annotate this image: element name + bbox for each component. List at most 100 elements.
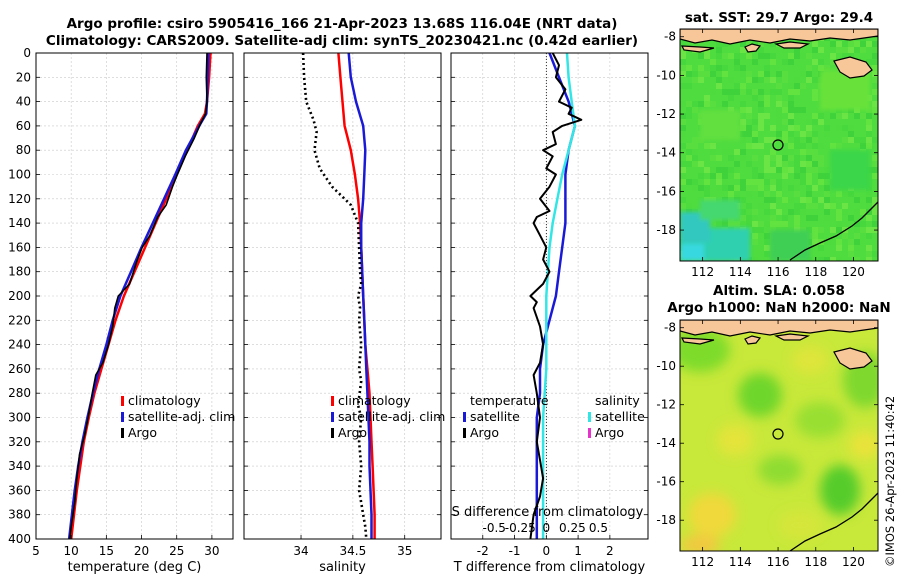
temperature-profile-panel: 0 20 40 60 80 100 120 140 160 180 200 220 240 260 280 3… — [8, 46, 234, 575]
sst-cell — [752, 173, 758, 179]
map-y-tick-label: -14 — [656, 146, 676, 160]
sst-cell — [812, 89, 818, 95]
sst-cell — [806, 155, 812, 161]
sst-cell — [794, 83, 800, 89]
sst-cell — [770, 41, 776, 47]
sst-cell — [776, 125, 782, 131]
sst-cell — [836, 47, 842, 53]
sst-cell — [788, 185, 794, 191]
sst-cell — [740, 149, 746, 155]
sst-cell — [824, 185, 830, 191]
sst-cell — [758, 203, 764, 209]
sst-cell — [740, 209, 746, 215]
sst-cell — [800, 161, 806, 167]
sst-cell — [866, 143, 872, 149]
sst-cell — [680, 59, 686, 65]
sst-cell — [764, 221, 770, 227]
sst-cell — [806, 131, 812, 137]
sst-cell — [776, 101, 782, 107]
sst-cell — [776, 107, 782, 113]
sst-cell — [752, 77, 758, 83]
sst-cell — [800, 203, 806, 209]
sst-cell — [728, 185, 734, 191]
y-tick-label: 300 — [8, 411, 31, 425]
sst-cell — [692, 107, 698, 113]
sst-cell — [854, 233, 860, 239]
sst-cell — [692, 179, 698, 185]
x-axis-label: T difference from climatology — [453, 560, 646, 575]
sst-cell — [866, 113, 872, 119]
y-tick-label: 40 — [16, 95, 31, 109]
sst-cell — [866, 119, 872, 125]
sst-cell — [818, 113, 824, 119]
sst-cell — [848, 41, 854, 47]
sst-cell — [746, 77, 752, 83]
sst-cell — [752, 227, 758, 233]
sst-cell — [866, 191, 872, 197]
map-y-tick-label: -8 — [664, 321, 676, 335]
sst-cell — [740, 83, 746, 89]
island — [774, 333, 811, 341]
sst-cell — [800, 71, 806, 77]
sst-cell — [728, 173, 734, 179]
sst-cell — [698, 53, 704, 59]
secondary-tick-label: 0 — [543, 521, 551, 535]
sst-cell — [776, 83, 782, 89]
sst-cell — [866, 41, 872, 47]
sst-cell — [722, 179, 728, 185]
y-tick-label: 200 — [8, 289, 31, 303]
sst-cell — [770, 203, 776, 209]
australia-coast — [789, 492, 878, 551]
sst-cell — [788, 197, 794, 203]
map-y-tick-label: -18 — [656, 223, 676, 237]
sst-cell — [830, 47, 836, 53]
sst-cell — [872, 173, 878, 179]
sst-cell — [860, 143, 866, 149]
sst-cell — [866, 233, 872, 239]
sst-cell — [842, 191, 848, 197]
sst-cell — [734, 161, 740, 167]
sst-cell — [734, 59, 740, 65]
sst-cell — [842, 113, 848, 119]
sst-cell — [818, 179, 824, 185]
sst-cell — [764, 245, 770, 251]
sst-cell — [806, 185, 812, 191]
sst-cell — [770, 137, 776, 143]
sst-cell — [812, 119, 818, 125]
y-tick-label: 320 — [8, 435, 31, 449]
sst-cell — [692, 101, 698, 107]
x-tick-label: 20 — [134, 544, 149, 558]
y-tick-label: 140 — [8, 216, 31, 230]
sst-cell — [716, 155, 722, 161]
series-line-s-satellite — [541, 53, 577, 539]
sst-cell — [764, 65, 770, 71]
sst-cell — [812, 203, 818, 209]
sst-cell — [812, 131, 818, 137]
sst-cell — [710, 173, 716, 179]
y-tick-label: 100 — [8, 168, 31, 182]
sst-cell — [740, 131, 746, 137]
series-group — [67, 53, 212, 539]
sst-cell — [806, 179, 812, 185]
sst-cell — [716, 83, 722, 89]
sst-cell — [764, 155, 770, 161]
java-coast — [680, 29, 878, 45]
sst-cell — [872, 137, 878, 143]
sst-cell — [770, 209, 776, 215]
sst-cell — [752, 131, 758, 137]
difference-profile-panel: -2 -1 0 1 2 T difference from climatology S di… — [450, 52, 649, 575]
sst-cell — [686, 83, 692, 89]
sst-cell — [758, 71, 764, 77]
sst-cell — [758, 77, 764, 83]
sst-cell — [722, 167, 728, 173]
sst-cell — [746, 161, 752, 167]
legend-satellite-swatch — [331, 412, 334, 422]
sst-cell — [866, 251, 872, 257]
sst-cell — [788, 125, 794, 131]
legend-climatology-swatch — [331, 396, 334, 406]
sst-cell — [782, 173, 788, 179]
sst-cell — [746, 71, 752, 77]
sst-cell — [740, 65, 746, 71]
sst-cell — [818, 161, 824, 167]
sst-cell — [692, 137, 698, 143]
